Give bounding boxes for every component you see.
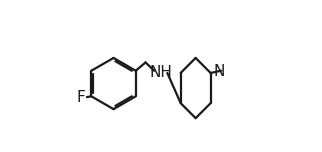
- Text: N: N: [214, 64, 225, 79]
- Text: F: F: [76, 90, 85, 105]
- Text: NH: NH: [149, 65, 173, 80]
